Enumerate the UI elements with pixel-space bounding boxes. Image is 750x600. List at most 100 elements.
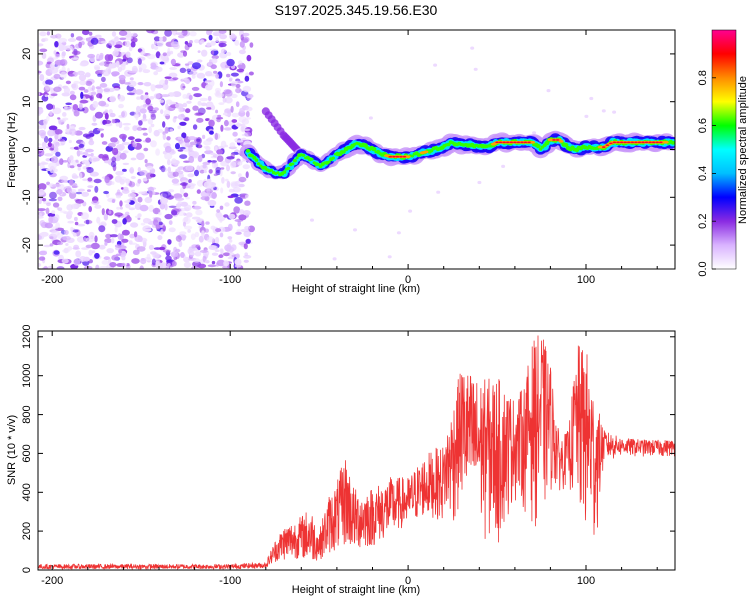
noise-blob: [200, 39, 205, 44]
noise-blob: [118, 121, 123, 129]
noise-blob: [199, 169, 205, 174]
noise-blob: [221, 177, 225, 184]
noise-blob: [142, 228, 152, 232]
noise-blob: [47, 129, 56, 137]
noise-blob: [57, 117, 61, 120]
noise-blob: [175, 197, 185, 201]
noise-blob: [67, 246, 73, 251]
noise-blob: [235, 101, 240, 108]
noise-blob: [153, 45, 159, 51]
noise-blob: [139, 108, 147, 114]
noise-blob: [167, 166, 171, 173]
noise-blob: [137, 196, 143, 203]
noise-blob: [96, 128, 105, 131]
noise-blob: [127, 192, 137, 198]
noise-blob: [166, 159, 171, 166]
noise-blob: [162, 121, 166, 128]
noise-blob: [145, 172, 153, 179]
ridge-peak-blob: [527, 141, 531, 144]
noise-blob: [192, 124, 198, 130]
noise-blob: [77, 223, 86, 227]
noise-blob: [186, 100, 192, 104]
noise-blob: [233, 206, 241, 214]
noise-blob: [175, 203, 182, 208]
noise-blob: [238, 214, 247, 221]
noise-blob: [41, 141, 47, 148]
x-tick-label: -200: [41, 274, 63, 286]
noise-blob: [169, 67, 178, 70]
noise-blob: [183, 216, 189, 222]
noise-blob: [207, 264, 217, 268]
noise-blob: [214, 132, 218, 140]
x-tick-label: 0: [405, 274, 411, 286]
noise-blob: [39, 48, 48, 53]
ridge-peak-blob: [552, 139, 556, 141]
y-tick-label: 0: [21, 567, 33, 573]
noise-blob: [96, 93, 102, 99]
noise-blob: [214, 87, 221, 93]
noise-blob: [185, 196, 190, 200]
noise-blob: [48, 216, 54, 224]
noise-blob: [58, 118, 62, 125]
noise-blob: [182, 102, 188, 108]
noise-blob: [75, 191, 83, 195]
noise-blob: [210, 152, 216, 156]
noise-blob: [73, 244, 79, 250]
noise-blob: [87, 177, 93, 182]
noise-blob: [146, 54, 156, 60]
noise-blob: [222, 252, 231, 257]
noise-blob: [215, 73, 220, 79]
ridge-peak-blob: [502, 141, 507, 144]
ridge-blob: [291, 162, 295, 166]
noise-speck: [433, 63, 438, 67]
noise-blob: [182, 221, 187, 227]
noise-blob: [231, 112, 240, 118]
y-tick-label: 800: [21, 405, 33, 423]
noise-blob: [172, 261, 177, 267]
noise-blob: [162, 249, 171, 253]
noise-blob: [244, 75, 250, 82]
noise-blob: [72, 104, 79, 111]
noise-blob: [181, 30, 188, 36]
noise-blob: [54, 133, 59, 140]
noise-blob: [183, 204, 192, 212]
noise-blob: [205, 221, 210, 225]
noise-blob: [136, 105, 141, 113]
noise-blob: [204, 260, 210, 264]
noise-blob: [244, 194, 249, 199]
x-tick-label: 100: [577, 274, 595, 286]
y-tick-label: 1000: [21, 363, 33, 387]
noise-blob: [139, 204, 149, 212]
noise-blob: [49, 191, 57, 200]
noise-blob: [78, 103, 83, 110]
noise-blob: [165, 259, 173, 263]
noise-blob: [88, 231, 95, 239]
noise-blob: [50, 34, 58, 39]
noise-blob: [56, 189, 63, 195]
noise-blob: [198, 235, 204, 243]
noise-blob: [87, 185, 94, 189]
noise-blob: [184, 63, 190, 66]
colorbar-tick-label: 0.0: [697, 261, 709, 276]
ridge-peak-blob: [626, 141, 631, 144]
noise-blob: [111, 219, 118, 224]
y-tick-label: 400: [21, 483, 33, 501]
noise-blob: [122, 122, 131, 126]
noise-blob: [242, 210, 251, 216]
noise-blob: [49, 62, 56, 68]
noise-blob: [216, 155, 224, 162]
noise-blob: [62, 112, 67, 117]
noise-blob: [64, 105, 68, 109]
noise-blob: [142, 132, 148, 136]
noise-blob: [110, 238, 115, 244]
ridge-blob: [276, 171, 280, 175]
noise-blob: [246, 54, 252, 62]
noise-blob: [70, 57, 80, 60]
noise-blob: [235, 160, 244, 163]
noise-blob: [177, 52, 185, 58]
noise-blob: [66, 204, 73, 211]
noise-blob: [239, 107, 245, 113]
noise-blob: [240, 34, 244, 41]
noise-blob: [91, 122, 98, 126]
noise-blob: [208, 169, 213, 174]
